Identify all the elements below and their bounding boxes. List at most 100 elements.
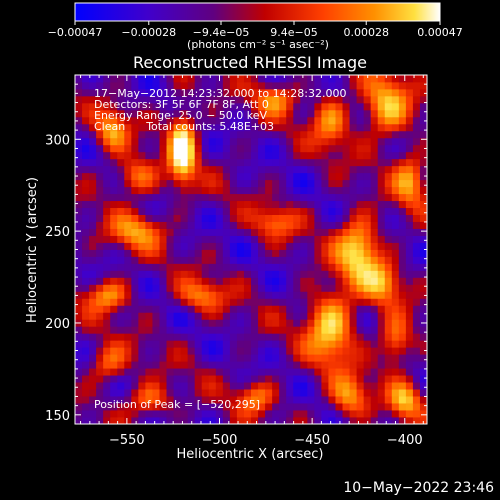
- heatmap-cell: [412, 263, 421, 271]
- heatmap-cell: [145, 333, 153, 341]
- heatmap-cell: [342, 284, 350, 292]
- heatmap-cell: [124, 270, 132, 278]
- heatmap-cell: [391, 172, 400, 181]
- heatmap-cell: [258, 109, 266, 118]
- heatmap-cell: [89, 158, 97, 167]
- heatmap-cell: [152, 263, 160, 271]
- heatmap-cell: [194, 312, 203, 320]
- heatmap-cell: [419, 186, 427, 195]
- heatmap-cell: [145, 298, 153, 306]
- heatmap-cell: [110, 158, 118, 167]
- heatmap-cell: [194, 319, 203, 327]
- heatmap-cell: [427, 124, 434, 131]
- heatmap-cell: [377, 333, 386, 341]
- heatmap-cell: [117, 235, 125, 243]
- heatmap-cell: [286, 312, 294, 320]
- heatmap-cell: [201, 172, 210, 181]
- heatmap-cell: [251, 277, 259, 285]
- heatmap-cell: [349, 221, 357, 229]
- heatmap-cell: [187, 242, 196, 250]
- heatmap-cell: [166, 214, 174, 222]
- heatmap-cell: [328, 235, 336, 243]
- heatmap-cell: [314, 291, 322, 299]
- heatmap-cell: [152, 123, 160, 132]
- heatmap-cell: [187, 130, 196, 139]
- heatmap-cell: [110, 109, 118, 118]
- heatmap-cell: [370, 305, 379, 313]
- heatmap-cell: [187, 298, 196, 306]
- heatmap-cell: [335, 382, 343, 390]
- heatmap-cell: [82, 270, 90, 278]
- heatmap-cell: [215, 214, 224, 222]
- heatmap-cell: [222, 417, 231, 424]
- x-tick-label: −450: [294, 433, 330, 448]
- heatmap-cell: [131, 326, 139, 334]
- heatmap-cell: [236, 109, 245, 118]
- heatmap-cell: [342, 137, 350, 146]
- heatmap-cell: [138, 305, 146, 313]
- heatmap-cell: [419, 375, 427, 383]
- heatmap-cell: [124, 109, 132, 118]
- heatmap-cell: [258, 88, 266, 97]
- heatmap-cell: [75, 354, 83, 362]
- heatmap-cell: [349, 354, 357, 362]
- heatmap-cell: [349, 151, 357, 160]
- heatmap-cell: [307, 88, 315, 97]
- heatmap-cell: [286, 179, 294, 188]
- heatmap-cell: [138, 137, 146, 146]
- heatmap-cell: [131, 116, 139, 125]
- heatmap-cell: [363, 361, 372, 369]
- heatmap-cell: [300, 75, 308, 83]
- heatmap-cell: [145, 172, 153, 181]
- heatmap-cell: [173, 340, 181, 348]
- heatmap-cell: [384, 242, 393, 250]
- heatmap-cell: [258, 235, 266, 243]
- heatmap-cell: [229, 221, 238, 229]
- heatmap-cell: [251, 242, 259, 250]
- heatmap-cell: [412, 284, 421, 292]
- heatmap-cell: [427, 277, 434, 284]
- heatmap-cell: [335, 102, 343, 111]
- heatmap-cell: [222, 403, 231, 411]
- heatmap-cell: [412, 228, 421, 236]
- heatmap-cell: [180, 186, 189, 195]
- heatmap-cell: [222, 291, 231, 299]
- heatmap-cell: [363, 368, 372, 376]
- heatmap-cell: [236, 165, 245, 174]
- heatmap-cell: [145, 144, 153, 153]
- heatmap-cell: [89, 207, 97, 215]
- heatmap-cell: [89, 396, 97, 404]
- heatmap-cell: [180, 277, 189, 285]
- heatmap-cell: [89, 102, 97, 111]
- heatmap-cell: [370, 389, 379, 397]
- heatmap-cell: [229, 375, 238, 383]
- heatmap-cell: [300, 221, 308, 229]
- heatmap-cell: [349, 417, 357, 424]
- heatmap-cell: [124, 179, 132, 188]
- heatmap-cell: [293, 95, 301, 104]
- heatmap-cell: [427, 284, 434, 291]
- heatmap-cell: [265, 284, 273, 292]
- heatmap-cell: [208, 340, 217, 348]
- heatmap-cell: [398, 165, 407, 174]
- heatmap-cell: [307, 158, 315, 167]
- heatmap-cell: [159, 158, 167, 167]
- heatmap-cell: [363, 88, 372, 97]
- heatmap-cell: [117, 417, 125, 424]
- heatmap-cell: [286, 396, 294, 404]
- heatmap-cell: [412, 102, 421, 111]
- heatmap-cell: [222, 214, 231, 222]
- heatmap-cell: [293, 354, 301, 362]
- heatmap-cell: [286, 81, 294, 90]
- heatmap-cell: [222, 368, 231, 376]
- heatmap-cell: [286, 109, 294, 118]
- heatmap-cell: [391, 95, 400, 104]
- heatmap-cell: [307, 144, 315, 153]
- heatmap-cell: [314, 214, 322, 222]
- heatmap-cell: [173, 158, 181, 167]
- heatmap-cell: [258, 75, 266, 83]
- heatmap-cell: [349, 102, 357, 111]
- heatmap-cell: [265, 291, 273, 299]
- heatmap-cell: [215, 186, 224, 195]
- heatmap-cell: [391, 249, 400, 257]
